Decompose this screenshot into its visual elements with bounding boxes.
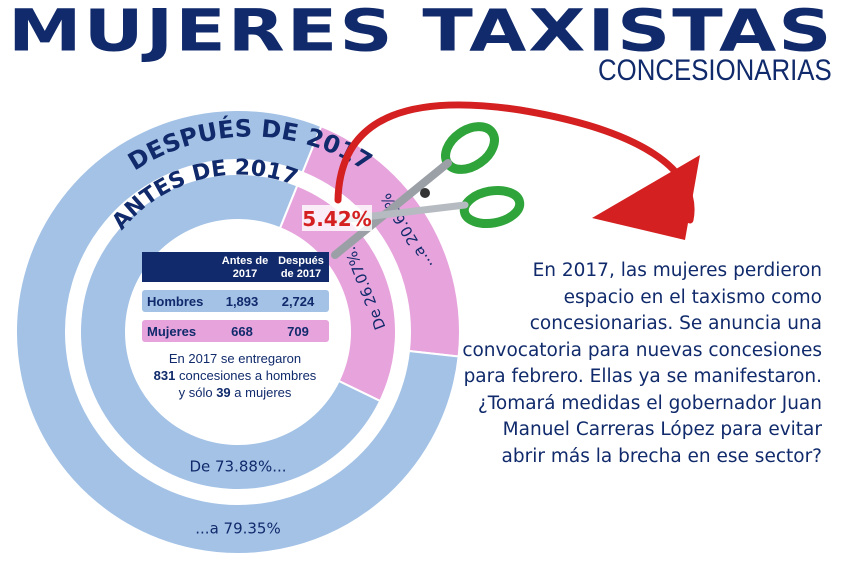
header-despues: Después de 2017 <box>278 255 324 280</box>
scissors-icon <box>331 122 525 259</box>
inner-note: En 2017 se entregaron 831 concesiones a … <box>140 350 330 401</box>
segment-label: De 73.88%... <box>189 458 286 476</box>
gap-value: 5.42% <box>302 207 371 231</box>
note-line1: En 2017 se entregaron <box>168 351 302 366</box>
body-paragraph: En 2017, las mujeres perdieron espacio e… <box>462 260 822 467</box>
donut-segment-hombres <box>15 109 460 555</box>
gap-annotation: 5.42% <box>302 205 372 231</box>
cell-antes: 668 <box>231 323 253 339</box>
subtitle: CONCESIONARIAS <box>598 54 832 87</box>
note-prefix: y sólo <box>178 385 213 400</box>
main-title: MUJERES TAXISTAS <box>8 0 834 65</box>
row-label: Hombres <box>147 293 204 309</box>
header-antes: Antes de 2017 <box>221 255 269 280</box>
cell-despues: 709 <box>287 323 309 339</box>
curved-arrow-icon <box>334 101 700 240</box>
note-mid: concesiones a hombres <box>179 368 317 383</box>
concessions-table: Antes de 2017 Después de 2017 Hombres 1,… <box>142 252 329 342</box>
table-header: Antes de 2017 Después de 2017 <box>142 252 329 282</box>
row-label: Mujeres <box>147 323 197 339</box>
cell-antes: 1,893 <box>225 293 259 309</box>
note-suffix: a mujeres <box>234 385 292 400</box>
note-num-hombres: 831 <box>153 368 176 383</box>
header-empty <box>142 252 217 282</box>
cell-despues: 2,724 <box>281 293 315 309</box>
table-row: Hombres 1,893 2,724 <box>142 290 329 312</box>
segment-label: ...a 79.35% <box>195 520 280 538</box>
table-row: Mujeres 668 709 <box>142 320 329 342</box>
note-num-mujeres: 39 <box>216 385 231 400</box>
